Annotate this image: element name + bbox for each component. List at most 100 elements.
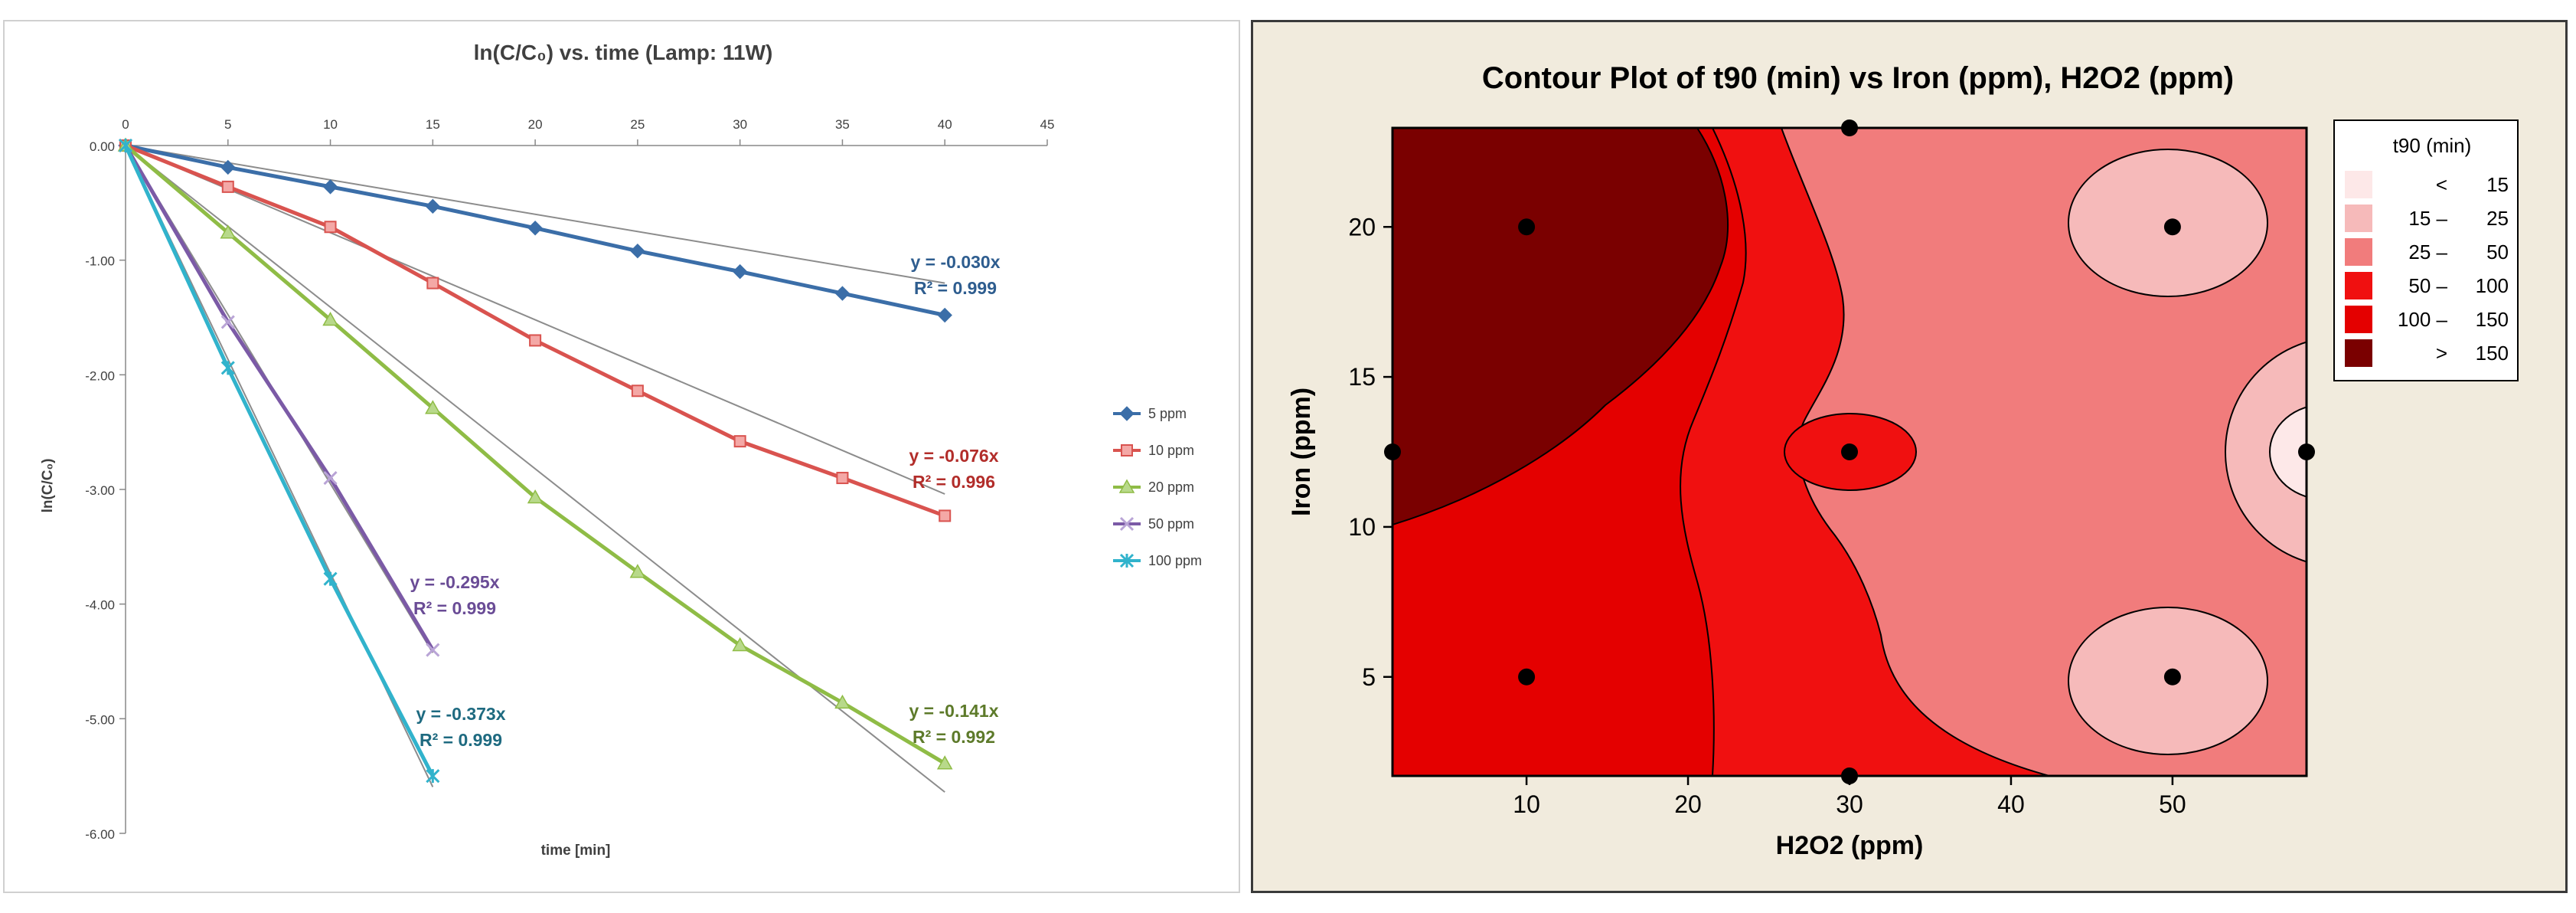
- data-point: [834, 694, 851, 709]
- contour-y-axis-label: Iron (ppm): [1287, 388, 1316, 516]
- data-point: [220, 361, 235, 375]
- contour-x-tick-label: 30: [1836, 790, 1863, 818]
- contour-legend-range-start: 15 –: [2408, 207, 2447, 230]
- contour-legend-swatch: [2345, 339, 2372, 367]
- contour-legend-item: 100 – 150: [2345, 306, 2509, 333]
- data-point: [630, 243, 645, 259]
- trend-equation: y = -0.030x: [910, 252, 1000, 272]
- data-point: [836, 472, 849, 485]
- x-tick-label: 15: [426, 117, 440, 132]
- data-point: [324, 221, 337, 234]
- chart-title: ln(C/C₀) vs. time (Lamp: 11W): [474, 41, 773, 64]
- data-point: [323, 571, 338, 586]
- data-point: [118, 138, 133, 153]
- data-point: [425, 400, 441, 414]
- data-point: [527, 489, 544, 504]
- contour-plot-panel: Contour Plot of t90 (min) vs Iron (ppm),…: [1251, 20, 2568, 893]
- data-point: [937, 307, 952, 323]
- legend-item: 10 ppm: [1113, 443, 1194, 458]
- y-axis-label: ln(C/C₀): [40, 459, 56, 513]
- contour-legend-range-start: >: [2436, 342, 2447, 365]
- x-tick-label: 45: [1040, 117, 1055, 132]
- contour-legend-range-end: 50: [2486, 241, 2509, 263]
- legend-label: 20 ppm: [1148, 479, 1194, 495]
- data-point: [220, 315, 235, 329]
- data-point: [529, 334, 542, 347]
- contour-legend-title: t90 (min): [2393, 134, 2472, 157]
- legend-item: 100 ppm: [1113, 553, 1202, 568]
- legend-marker: [1118, 479, 1135, 493]
- design-point: [2163, 218, 2181, 236]
- legend-marker: [1119, 406, 1135, 421]
- data-point: [220, 224, 237, 239]
- data-point: [732, 637, 748, 652]
- trend-r-squared: R² = 0.999: [420, 730, 502, 750]
- y-tick-label: -1.00: [85, 254, 115, 269]
- contour-legend-item: 50 – 100: [2345, 272, 2509, 299]
- trend-equation: y = -0.141x: [909, 701, 998, 721]
- design-point: [1841, 443, 1858, 460]
- data-point: [220, 159, 236, 175]
- data-point: [834, 286, 851, 301]
- contour-x-tick-label: 40: [1997, 790, 2025, 818]
- series-line: [124, 144, 946, 765]
- legend-item: 5 ppm: [1113, 406, 1187, 421]
- contour-x-tick-label: 10: [1513, 790, 1540, 818]
- x-tick-label: 20: [528, 117, 543, 132]
- x-tick-label: 30: [733, 117, 747, 132]
- design-point: [2163, 668, 2181, 686]
- data-point: [221, 180, 234, 193]
- contour-legend-item: <15: [2345, 171, 2509, 198]
- contour-legend-swatch: [2345, 306, 2372, 333]
- contour-y-tick-label: 20: [1348, 213, 1376, 241]
- contour-island-right-outer: [2225, 341, 2307, 563]
- data-point: [936, 755, 953, 770]
- legend-label: 50 ppm: [1148, 516, 1194, 532]
- contour-legend-range-end: 150: [2476, 342, 2509, 365]
- contour-legend-range-end: 15: [2486, 173, 2509, 196]
- contour-legend-range-end: 25: [2486, 207, 2509, 230]
- data-point: [732, 263, 748, 280]
- trend-equation: y = -0.373x: [416, 704, 505, 724]
- trend-equation: y = -0.295x: [410, 572, 499, 592]
- data-point: [939, 509, 952, 522]
- contour-plot: Contour Plot of t90 (min) vs Iron (ppm),…: [1287, 61, 2519, 860]
- contour-x-tick-label: 50: [2159, 790, 2186, 818]
- contour-legend-item: 15 – 25: [2345, 205, 2509, 232]
- x-tick-label: 35: [835, 117, 850, 132]
- line-chart-panel: ln(C/C₀) vs. time (Lamp: 11W) 0.00 -1.00 -…: [3, 20, 1240, 893]
- trendline: [125, 145, 945, 495]
- design-point: [2298, 443, 2315, 460]
- data-point: [426, 277, 439, 290]
- contour-y-tick-label: 5: [1362, 663, 1376, 691]
- contour-legend-swatch: [2345, 171, 2372, 198]
- legend-item: 50 ppm: [1113, 516, 1194, 532]
- legend-label: 10 ppm: [1148, 443, 1194, 458]
- x-tick-label: 10: [323, 117, 338, 132]
- legend-marker: [1119, 553, 1135, 568]
- legend-marker: [1121, 444, 1133, 456]
- y-tick-label: -6.00: [85, 827, 115, 842]
- data-point: [527, 221, 543, 236]
- legend-label: 100 ppm: [1148, 553, 1202, 568]
- contour-legend-swatch: [2345, 238, 2372, 266]
- legend-label: 5 ppm: [1148, 406, 1187, 421]
- contour-legend-range-start: 100 –: [2398, 308, 2448, 331]
- contour-legend-range-start: <: [2436, 173, 2447, 196]
- trendline: [125, 145, 945, 284]
- x-tick-label: 25: [630, 117, 645, 132]
- contour-legend-range-start: 50 –: [2408, 274, 2447, 297]
- data-point: [426, 769, 440, 784]
- data-point: [629, 564, 646, 578]
- data-point: [425, 198, 441, 214]
- y-tick-label: 0.00: [90, 139, 115, 154]
- contour-y-tick-label: 10: [1348, 513, 1376, 541]
- series-line: [123, 144, 435, 777]
- design-point: [1384, 443, 1401, 460]
- contour-legend-item: >150: [2345, 339, 2509, 367]
- contour-title: Contour Plot of t90 (min) vs Iron (ppm),…: [1482, 61, 2234, 95]
- contour-legend-item: 25 – 50: [2345, 238, 2509, 266]
- trend-r-squared: R² = 0.999: [914, 278, 997, 298]
- region-over-150: [1392, 128, 1729, 526]
- legend-marker: [1119, 516, 1135, 532]
